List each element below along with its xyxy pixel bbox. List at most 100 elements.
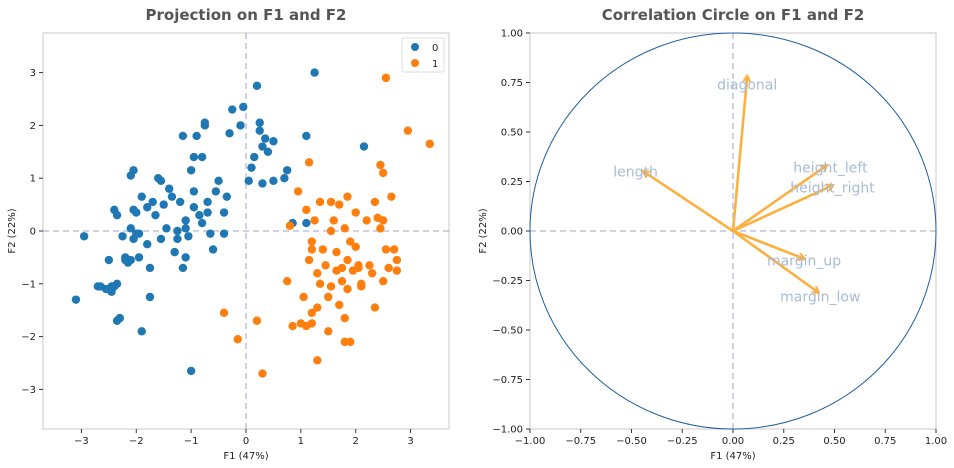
scatter-point-class-0 bbox=[181, 216, 190, 225]
x-tick-label: −0.50 bbox=[616, 436, 647, 447]
scatter-point-class-0 bbox=[244, 176, 253, 186]
scatter-point-class-1 bbox=[313, 356, 322, 365]
x-tick-label: −3 bbox=[74, 436, 89, 447]
scatter-point-class-1 bbox=[307, 245, 317, 254]
scatter-point-class-0 bbox=[302, 218, 311, 228]
scatter-point-class-1 bbox=[326, 282, 336, 291]
vector-label-length: length bbox=[613, 165, 658, 181]
scatter-point-class-0 bbox=[203, 197, 212, 207]
scatter-point-class-0 bbox=[228, 105, 237, 114]
y-tick-label: 0 bbox=[30, 227, 36, 238]
correlation-title: Correlation Circle on F1 and F2 bbox=[602, 6, 865, 24]
scatter-point-class-0 bbox=[197, 218, 207, 228]
scatter-point-class-0 bbox=[175, 197, 185, 207]
x-tick-label: 0 bbox=[243, 436, 249, 447]
y-tick-label: −0.75 bbox=[492, 375, 523, 386]
scatter-point-class-1 bbox=[381, 73, 391, 83]
scatter-point-class-1 bbox=[315, 197, 325, 207]
scatter-point-class-0 bbox=[181, 253, 190, 262]
x-tick-label: 0.00 bbox=[722, 436, 744, 447]
scatter-point-class-0 bbox=[118, 232, 127, 241]
scatter-point-class-1 bbox=[335, 300, 344, 310]
scatter-point-class-1 bbox=[302, 205, 311, 215]
projection-legend: 0 1 bbox=[401, 37, 445, 73]
scatter-point-class-0 bbox=[137, 327, 146, 336]
scatter-point-class-0 bbox=[148, 197, 157, 207]
y-tick-label: −1 bbox=[21, 279, 36, 290]
scatter-point-class-1 bbox=[321, 261, 330, 270]
scatter-point-class-1 bbox=[378, 168, 388, 178]
scatter-point-class-1 bbox=[392, 266, 402, 275]
vector-arrow-height_right bbox=[731, 185, 832, 233]
scatter-point-class-1 bbox=[362, 216, 371, 225]
scatter-point-class-1 bbox=[365, 261, 374, 270]
projection-plot-area: −3 −2 −1 0 1 2 3 −3 −2 −1 0 1 2 3 bbox=[21, 33, 449, 447]
scatter-point-class-1 bbox=[285, 221, 295, 230]
scatter-point-class-0 bbox=[126, 255, 135, 265]
scatter-point-class-0 bbox=[156, 234, 166, 244]
scatter-point-class-0 bbox=[310, 68, 319, 77]
scatter-point-class-1 bbox=[307, 308, 317, 318]
vector-label-height_right: height_right bbox=[790, 180, 875, 196]
scatter-point-class-1 bbox=[351, 208, 360, 217]
vector-arrow-margin_up bbox=[731, 229, 804, 259]
scatter-point-class-1 bbox=[258, 369, 267, 378]
legend-marker-0 bbox=[411, 43, 419, 51]
x-tick-label: −0.25 bbox=[667, 436, 698, 447]
y-tick-label: −2 bbox=[21, 332, 36, 343]
scatter-point-class-1 bbox=[332, 247, 341, 257]
scatter-point-class-1 bbox=[337, 263, 347, 273]
scatter-point-class-0 bbox=[269, 137, 278, 146]
scatter-point-class-1 bbox=[282, 276, 292, 286]
scatter-point-class-0 bbox=[79, 232, 89, 241]
vector-label-height_left: height_left bbox=[793, 161, 868, 177]
scatter-point-class-1 bbox=[376, 160, 385, 170]
scatter-point-class-1 bbox=[381, 245, 391, 254]
scatter-point-class-1 bbox=[354, 263, 363, 273]
x-tick-label: 1 bbox=[298, 436, 304, 447]
scatter-point-class-1 bbox=[252, 316, 262, 325]
scatter-point-class-0 bbox=[181, 224, 190, 233]
scatter-point-class-0 bbox=[250, 152, 259, 162]
scatter-point-class-0 bbox=[280, 174, 289, 183]
scatter-point-class-0 bbox=[255, 118, 264, 127]
scatter-point-class-0 bbox=[189, 187, 199, 196]
scatter-point-class-0 bbox=[189, 203, 199, 212]
scatter-point-class-1 bbox=[307, 319, 317, 328]
scatter-point-class-0 bbox=[186, 166, 196, 175]
correlation-xlabel: F1 (47%) bbox=[710, 451, 755, 462]
projection-panel: Projection on F1 and F2 −3 −2 −1 0 1 2 3 −3 −2 −1… bbox=[7, 6, 450, 462]
scatter-point-class-1 bbox=[335, 200, 344, 209]
scatter-point-class-1 bbox=[299, 292, 308, 302]
legend-label-0: 0 bbox=[432, 43, 438, 54]
scatter-point-class-0 bbox=[112, 279, 122, 288]
scatter-point-class-1 bbox=[387, 192, 396, 201]
scatter-point-class-1 bbox=[318, 245, 328, 254]
vector-label-diagonal: diagonal bbox=[717, 77, 777, 93]
vector-label-margin_low: margin_low bbox=[780, 289, 860, 305]
scatter-point-class-0 bbox=[255, 126, 264, 135]
scatter-point-class-1 bbox=[367, 269, 377, 278]
scatter-point-class-1 bbox=[392, 255, 402, 265]
scatter-point-class-1 bbox=[340, 224, 349, 233]
scatter-point-class-1 bbox=[389, 245, 399, 254]
x-tick-label: −1 bbox=[184, 436, 199, 447]
scatter-point-class-1 bbox=[376, 224, 385, 233]
scatter-point-class-0 bbox=[164, 184, 174, 193]
scatter-point-class-1 bbox=[378, 216, 388, 225]
scatter-point-class-1 bbox=[219, 308, 229, 318]
x-tick-label: 0.50 bbox=[823, 436, 845, 447]
vector-arrow-length bbox=[644, 172, 735, 233]
projection-xlabel: F1 (47%) bbox=[223, 451, 268, 462]
scatter-point-class-1 bbox=[343, 255, 352, 265]
scatter-point-class-0 bbox=[225, 129, 234, 138]
scatter-point-class-1 bbox=[304, 255, 314, 265]
scatter-point-class-1 bbox=[340, 313, 349, 323]
y-tick-label: 2 bbox=[30, 121, 36, 132]
scatter-point-class-1 bbox=[351, 242, 360, 252]
scatter-point-class-0 bbox=[167, 192, 177, 201]
scatter-point-class-0 bbox=[184, 232, 193, 241]
scatter-point-class-0 bbox=[71, 295, 81, 304]
y-tick-label: −0.25 bbox=[492, 276, 523, 287]
